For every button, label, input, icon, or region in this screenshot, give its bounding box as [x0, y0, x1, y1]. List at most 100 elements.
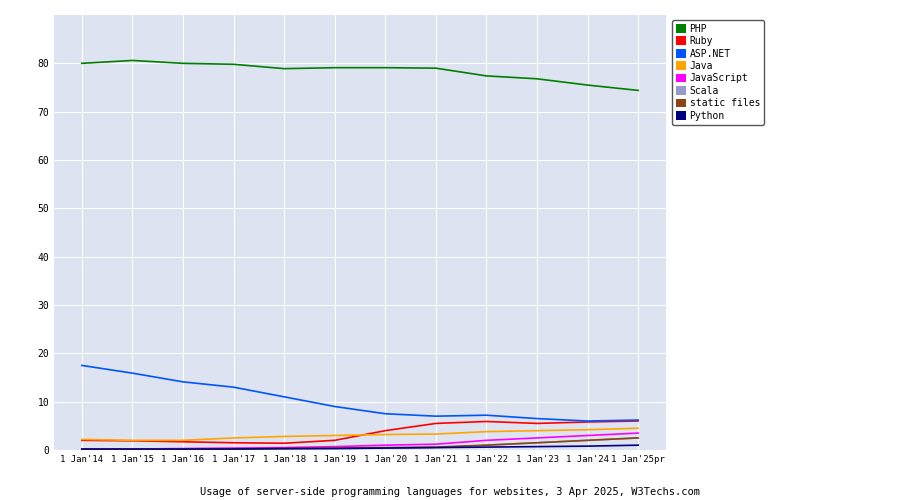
Java [229, 435, 239, 441]
Ruby [430, 420, 441, 426]
PHP [380, 64, 391, 70]
Line: JavaScript: JavaScript [82, 433, 638, 449]
JavaScript [329, 444, 340, 450]
Java [430, 431, 441, 437]
Scala [481, 442, 491, 448]
Scala [430, 444, 441, 450]
Line: Scala: Scala [82, 438, 638, 450]
Line: Java: Java [82, 428, 638, 440]
JavaScript [582, 432, 593, 438]
ASP.NET [532, 416, 543, 422]
Java [532, 428, 543, 434]
JavaScript [177, 446, 188, 452]
JavaScript [481, 438, 491, 444]
Java [380, 432, 391, 438]
JavaScript [430, 441, 441, 447]
PHP [582, 82, 593, 88]
JavaScript [380, 442, 391, 448]
Scala [76, 446, 87, 452]
Ruby [329, 438, 340, 444]
ASP.NET [279, 394, 290, 400]
static files [532, 440, 543, 446]
JavaScript [229, 445, 239, 451]
static files [633, 435, 643, 441]
PHP [229, 62, 239, 68]
static files [430, 444, 441, 450]
static files [380, 444, 391, 450]
Line: Python: Python [82, 445, 638, 449]
Ruby [633, 418, 643, 424]
Java [481, 428, 491, 434]
Ruby [380, 428, 391, 434]
PHP [127, 58, 138, 64]
JavaScript [633, 430, 643, 436]
static files [127, 446, 138, 452]
Java [633, 425, 643, 431]
ASP.NET [380, 411, 391, 417]
static files [76, 446, 87, 452]
Python [430, 444, 441, 450]
Scala [279, 446, 290, 452]
static files [279, 446, 290, 452]
Python [329, 446, 340, 452]
ASP.NET [229, 384, 239, 390]
Java [279, 434, 290, 440]
Line: ASP.NET: ASP.NET [82, 366, 638, 421]
PHP [481, 73, 491, 79]
Ruby [481, 418, 491, 424]
static files [481, 442, 491, 448]
static files [177, 446, 188, 452]
Python [177, 446, 188, 452]
static files [229, 446, 239, 452]
ASP.NET [430, 413, 441, 419]
Python [229, 446, 239, 452]
ASP.NET [76, 362, 87, 368]
PHP [279, 66, 290, 71]
ASP.NET [582, 418, 593, 424]
Text: Usage of server-side programming languages for websites, 3 Apr 2025, W3Techs.com: Usage of server-side programming languag… [200, 487, 700, 497]
PHP [76, 60, 87, 66]
PHP [329, 64, 340, 70]
Java [329, 432, 340, 438]
Line: PHP: PHP [82, 60, 638, 90]
Line: static files: static files [82, 438, 638, 450]
Scala [532, 440, 543, 446]
PHP [532, 76, 543, 82]
static files [329, 445, 340, 451]
ASP.NET [481, 412, 491, 418]
Ruby [177, 439, 188, 445]
Python [582, 443, 593, 449]
PHP [177, 60, 188, 66]
Python [532, 444, 543, 450]
Ruby [279, 440, 290, 446]
static files [582, 438, 593, 444]
ASP.NET [127, 370, 138, 376]
Line: Ruby: Ruby [82, 421, 638, 443]
Python [76, 446, 87, 452]
Legend: PHP, Ruby, ASP.NET, Java, JavaScript, Scala, static files, Python: PHP, Ruby, ASP.NET, Java, JavaScript, Sc… [672, 20, 764, 124]
ASP.NET [633, 417, 643, 423]
JavaScript [279, 444, 290, 450]
Ruby [76, 438, 87, 444]
ASP.NET [329, 404, 340, 409]
Python [633, 442, 643, 448]
PHP [633, 88, 643, 94]
Scala [229, 446, 239, 452]
Python [481, 444, 491, 450]
Java [582, 426, 593, 432]
Python [279, 446, 290, 452]
Scala [633, 435, 643, 441]
Ruby [532, 420, 543, 426]
JavaScript [127, 446, 138, 452]
ASP.NET [177, 379, 188, 385]
Scala [582, 438, 593, 444]
Scala [127, 446, 138, 452]
Scala [329, 446, 340, 452]
Ruby [127, 438, 138, 444]
JavaScript [76, 446, 87, 452]
PHP [430, 65, 441, 71]
JavaScript [532, 435, 543, 441]
Ruby [229, 440, 239, 446]
Scala [380, 445, 391, 451]
Scala [177, 446, 188, 452]
